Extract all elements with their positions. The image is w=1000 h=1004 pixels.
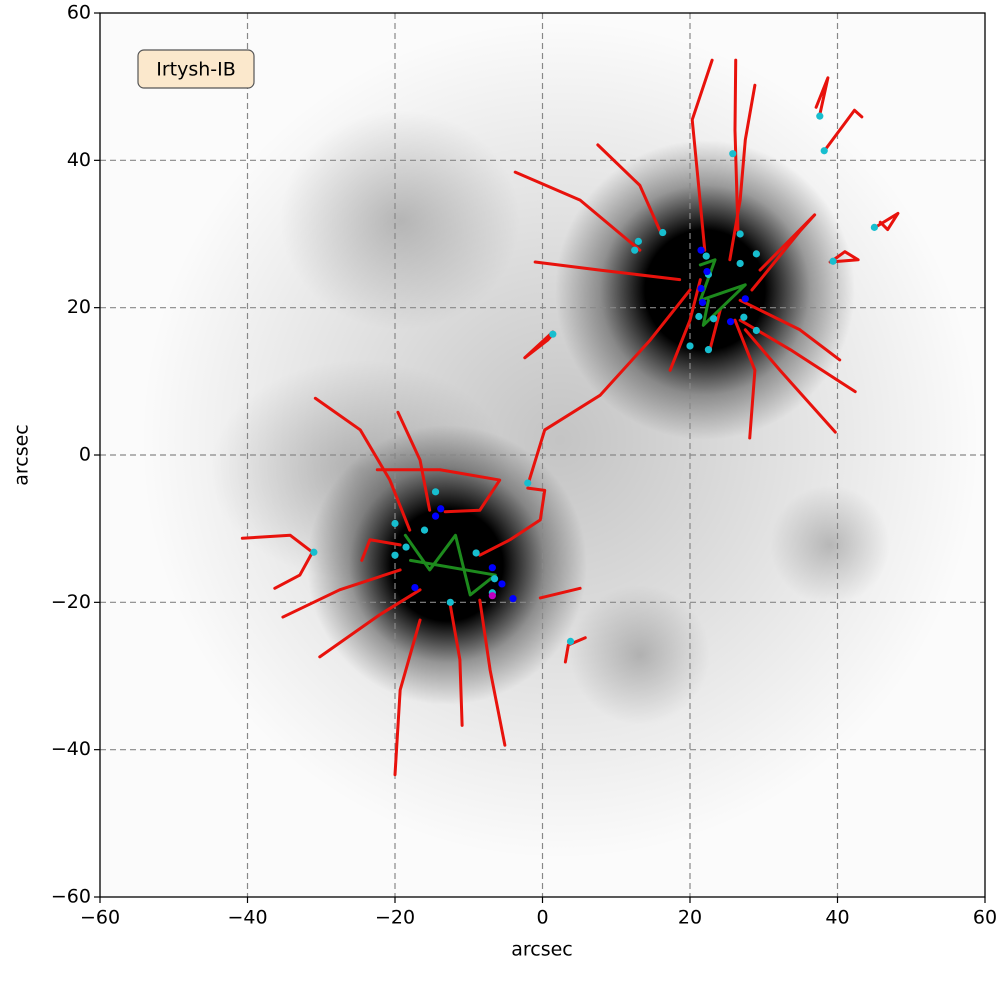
point bbox=[697, 284, 705, 293]
curve bbox=[733, 318, 757, 440]
point bbox=[402, 543, 410, 551]
point bbox=[431, 488, 440, 496]
x-tick-label: −60 bbox=[80, 907, 120, 929]
curve bbox=[743, 328, 837, 434]
curve bbox=[596, 143, 662, 232]
point bbox=[741, 295, 749, 303]
x-axis-label: arcsec bbox=[511, 939, 573, 961]
curve bbox=[318, 588, 422, 659]
annotation: Irtysh-IB bbox=[156, 59, 236, 81]
x-tick-label: 20 bbox=[678, 907, 702, 929]
point bbox=[820, 147, 828, 155]
point bbox=[710, 315, 718, 323]
curve bbox=[526, 288, 692, 487]
marks bbox=[240, 58, 900, 777]
curve bbox=[360, 538, 402, 562]
point bbox=[698, 298, 707, 307]
x-tick-label: 0 bbox=[536, 907, 548, 929]
point bbox=[490, 575, 499, 583]
curve bbox=[478, 486, 547, 557]
point bbox=[549, 330, 557, 338]
curve bbox=[814, 76, 830, 117]
curve bbox=[873, 211, 900, 232]
curve bbox=[396, 410, 432, 512]
point bbox=[411, 584, 419, 592]
point bbox=[420, 526, 429, 534]
y-tick-label: −60 bbox=[51, 886, 91, 908]
curve bbox=[478, 598, 507, 747]
curve bbox=[698, 258, 747, 327]
axes: −60 −40 −20 0 20 40 60 −60 −40 −20 0 20 40 60 bbox=[51, 2, 997, 929]
y-tick-label: 60 bbox=[67, 2, 91, 24]
point bbox=[566, 637, 575, 645]
point bbox=[446, 598, 454, 606]
point bbox=[752, 326, 760, 335]
point bbox=[702, 252, 710, 260]
curve bbox=[523, 330, 555, 360]
point bbox=[310, 548, 318, 556]
point bbox=[631, 246, 639, 254]
curve bbox=[448, 603, 464, 727]
point bbox=[488, 564, 496, 572]
curve bbox=[728, 83, 757, 262]
curve bbox=[690, 58, 714, 252]
y-tick-label: 20 bbox=[67, 296, 91, 318]
annotation-box bbox=[137, 49, 255, 89]
density-image bbox=[100, 13, 985, 897]
curve bbox=[828, 250, 860, 264]
curve bbox=[563, 636, 587, 664]
point bbox=[726, 318, 735, 326]
curve bbox=[513, 170, 642, 252]
point bbox=[704, 346, 713, 354]
point bbox=[686, 342, 694, 350]
point bbox=[703, 267, 711, 276]
y-tick-label: −20 bbox=[51, 591, 91, 613]
curve bbox=[403, 533, 497, 597]
curve bbox=[823, 108, 864, 152]
x-tick-label: −20 bbox=[375, 907, 415, 929]
curve bbox=[738, 298, 842, 362]
x-tick-label: 40 bbox=[825, 907, 849, 929]
point bbox=[729, 150, 737, 158]
curve bbox=[668, 278, 702, 372]
point bbox=[736, 259, 744, 268]
point bbox=[391, 551, 399, 559]
y-axis-label: arcsec bbox=[11, 424, 33, 486]
curve bbox=[750, 213, 817, 292]
y-tick-label: 0 bbox=[79, 444, 91, 466]
point bbox=[498, 580, 506, 588]
point bbox=[472, 549, 480, 557]
curve bbox=[375, 468, 502, 514]
point bbox=[437, 505, 445, 513]
point bbox=[870, 223, 878, 231]
curve bbox=[393, 618, 422, 777]
curve bbox=[538, 586, 582, 600]
x-tick-label: 60 bbox=[973, 907, 997, 929]
point bbox=[391, 519, 399, 528]
point bbox=[634, 237, 642, 245]
point bbox=[695, 312, 703, 321]
point bbox=[524, 479, 532, 487]
point bbox=[736, 230, 744, 238]
curve bbox=[313, 396, 412, 532]
point bbox=[752, 250, 760, 258]
y-tick-label: −40 bbox=[51, 738, 91, 760]
curve bbox=[708, 308, 722, 352]
point bbox=[740, 313, 748, 321]
point bbox=[431, 512, 440, 520]
grid bbox=[100, 13, 985, 897]
point bbox=[509, 595, 517, 603]
point bbox=[829, 257, 837, 265]
x-tick-label: −40 bbox=[227, 907, 267, 929]
point bbox=[488, 592, 496, 600]
point bbox=[697, 246, 705, 254]
y-tick-label: 40 bbox=[67, 149, 91, 171]
point bbox=[659, 228, 667, 237]
curve bbox=[733, 58, 740, 232]
point bbox=[816, 112, 824, 120]
curve bbox=[533, 260, 682, 282]
curve bbox=[281, 568, 402, 619]
